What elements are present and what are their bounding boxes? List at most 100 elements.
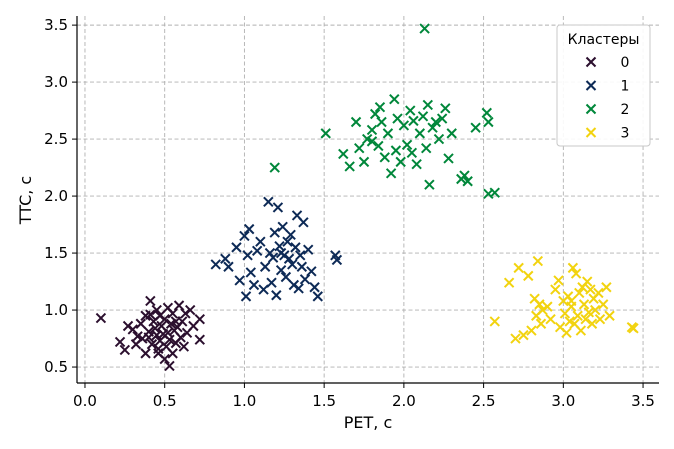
point-cluster-1 — [282, 236, 293, 247]
y-tick-label: 1.0 — [44, 301, 68, 319]
point-cluster-0 — [143, 332, 154, 343]
point-cluster-0 — [135, 318, 146, 329]
point-cluster-2 — [374, 101, 386, 113]
point-cluster-1 — [220, 253, 231, 264]
point-cluster-0 — [145, 295, 156, 307]
x-tick-label: 2.5 — [472, 392, 496, 410]
point-cluster-0 — [145, 309, 156, 320]
point-cluster-2 — [483, 116, 494, 128]
legend-marker-2 — [585, 103, 597, 115]
point-cluster-0 — [95, 312, 107, 324]
point-cluster-2 — [369, 108, 381, 120]
point-cluster-2 — [338, 148, 349, 160]
point-cluster-1 — [267, 252, 279, 263]
point-cluster-1 — [275, 247, 287, 259]
point-cluster-0 — [114, 336, 126, 348]
point-cluster-1 — [298, 217, 309, 228]
point-cluster-2 — [401, 139, 413, 150]
point-cluster-3 — [594, 313, 606, 325]
point-cluster-1 — [234, 275, 245, 286]
data-points — [95, 23, 639, 372]
point-cluster-3 — [550, 284, 561, 295]
point-cluster-3 — [601, 282, 612, 293]
point-cluster-0 — [119, 344, 131, 356]
point-cluster-1 — [306, 266, 317, 277]
legend-title: Кластеры — [568, 32, 640, 48]
point-cluster-0 — [175, 332, 186, 343]
point-cluster-2 — [344, 161, 355, 172]
point-cluster-0 — [153, 343, 164, 355]
point-cluster-1 — [296, 261, 308, 272]
point-cluster-1 — [245, 267, 257, 278]
point-cluster-2 — [269, 162, 280, 173]
point-cluster-1 — [223, 261, 234, 272]
x-tick-label: 0.0 — [73, 392, 97, 410]
point-cluster-1 — [312, 291, 323, 302]
point-cluster-0 — [127, 324, 139, 335]
x-tick-label: 3.0 — [551, 392, 575, 410]
point-cluster-2 — [430, 116, 441, 128]
point-cluster-2 — [446, 128, 457, 139]
point-cluster-3 — [582, 276, 593, 287]
point-cluster-1 — [280, 271, 292, 283]
point-cluster-0 — [185, 304, 196, 316]
x-tick-label: 1.0 — [232, 392, 256, 410]
point-cluster-3 — [535, 318, 547, 329]
point-cluster-1 — [248, 279, 260, 291]
legend-label-2: 2 — [621, 102, 630, 118]
point-cluster-3 — [575, 325, 587, 336]
point-cluster-3 — [518, 329, 529, 341]
point-cluster-1 — [272, 202, 284, 213]
point-cluster-3 — [585, 284, 596, 295]
point-cluster-3 — [578, 299, 590, 310]
point-cluster-2 — [382, 128, 394, 139]
legend-marker-3 — [585, 127, 597, 138]
point-cluster-1 — [331, 254, 343, 266]
series-2 — [269, 23, 500, 200]
point-cluster-3 — [523, 270, 534, 282]
y-tick-label: 3.0 — [44, 73, 68, 91]
point-cluster-2 — [481, 107, 492, 119]
point-cluster-3 — [567, 262, 579, 274]
point-cluster-1 — [287, 259, 298, 270]
point-cluster-0 — [151, 304, 162, 316]
point-cluster-2 — [379, 152, 390, 163]
x-ticks: 0.0 0.5 1.0 1.5 2.0 2.5 3.0 3.5 — [73, 383, 655, 410]
point-cluster-2 — [389, 93, 400, 105]
point-cluster-3 — [532, 255, 544, 267]
point-cluster-2 — [366, 124, 378, 136]
point-cluster-2 — [462, 176, 473, 187]
point-cluster-0 — [173, 300, 185, 311]
point-cluster-1 — [309, 282, 320, 293]
point-cluster-2 — [417, 111, 429, 122]
point-cluster-1 — [210, 259, 221, 270]
point-cluster-0 — [178, 341, 190, 352]
point-cluster-1 — [244, 223, 255, 235]
x-tick-label: 3.5 — [631, 392, 655, 410]
y-tick-label: 2.5 — [44, 130, 68, 148]
point-cluster-2 — [408, 115, 419, 127]
point-cluster-1 — [242, 250, 253, 261]
point-cluster-3 — [542, 301, 553, 312]
point-cluster-2 — [406, 147, 418, 158]
x-tick-label: 2.0 — [392, 392, 416, 410]
point-cluster-3 — [597, 299, 609, 310]
point-cluster-2 — [366, 136, 378, 147]
point-cluster-3 — [566, 295, 577, 307]
point-cluster-2 — [373, 140, 384, 152]
point-cluster-3 — [534, 299, 545, 310]
point-cluster-0 — [164, 360, 175, 372]
point-cluster-2 — [433, 133, 445, 145]
x-tick-label: 1.5 — [312, 392, 336, 410]
point-cluster-1 — [251, 245, 263, 256]
point-cluster-3 — [510, 333, 521, 344]
point-cluster-3 — [561, 327, 572, 339]
point-cluster-3 — [628, 323, 639, 334]
point-cluster-2 — [422, 99, 434, 111]
point-cluster-0 — [140, 348, 151, 359]
point-cluster-1 — [277, 221, 288, 233]
point-cluster-0 — [194, 313, 205, 325]
series-0 — [95, 295, 205, 372]
y-axis-label: TTC, с — [16, 176, 35, 225]
